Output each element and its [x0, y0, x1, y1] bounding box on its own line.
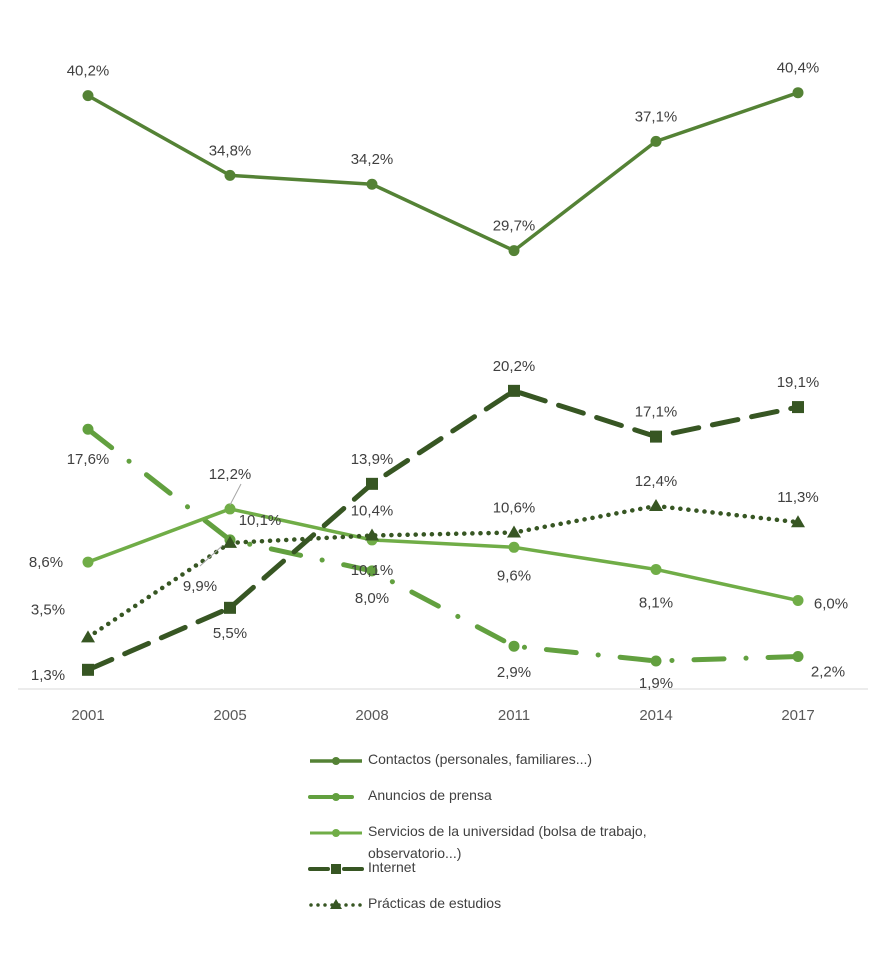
data-point[interactable] — [791, 515, 805, 528]
data-label: 17,6% — [67, 451, 110, 468]
series-line-1 — [85, 426, 801, 664]
data-point[interactable] — [224, 503, 236, 515]
data-point[interactable] — [649, 498, 663, 511]
data-label: 6,0% — [814, 595, 848, 612]
data-label: 40,2% — [67, 63, 110, 80]
data-label: 2,9% — [497, 664, 531, 681]
data-point[interactable] — [792, 594, 804, 606]
data-point[interactable] — [650, 655, 662, 667]
data-label: 5,5% — [213, 625, 247, 642]
data-point[interactable] — [82, 556, 94, 568]
data-point[interactable] — [650, 563, 662, 575]
data-point[interactable] — [365, 528, 379, 541]
data-point[interactable] — [223, 535, 237, 548]
series-layer — [81, 87, 805, 676]
data-label: 12,4% — [635, 473, 678, 490]
x-tick-label: 2008 — [355, 707, 388, 724]
legend-item-practicas[interactable]: Prácticas de estudios — [308, 892, 868, 928]
data-point[interactable] — [508, 541, 520, 553]
legend-item-servicios[interactable]: Servicios de la universidad (bolsa de tr… — [308, 820, 868, 861]
data-point[interactable] — [82, 423, 94, 435]
legend-label: Prácticas de estudios — [368, 895, 502, 911]
data-point[interactable] — [508, 640, 520, 652]
data-label: 19,1% — [777, 374, 820, 391]
data-label: 3,5% — [31, 601, 65, 618]
data-label: 34,2% — [351, 151, 394, 168]
data-point[interactable] — [792, 651, 804, 663]
data-label: 29,7% — [493, 218, 536, 235]
data-point[interactable] — [81, 630, 95, 643]
series-line-4 — [85, 503, 801, 640]
data-point[interactable] — [82, 90, 94, 102]
data-label: 1,3% — [31, 667, 65, 684]
data-point[interactable] — [507, 525, 521, 538]
data-label: 13,9% — [351, 451, 394, 468]
data-label: 20,2% — [493, 358, 536, 375]
legend-label: Servicios de la universidad (bolsa de tr… — [368, 823, 647, 861]
x-tick-label: 2014 — [639, 707, 672, 724]
data-point[interactable] — [82, 663, 94, 676]
x-tick-label: 2017 — [781, 707, 814, 724]
legend-label: Contactos (personales, familiares...) — [368, 751, 593, 767]
line-chart: 2001 2005 2008 2011 2014 2017 40,2% 34,8% 34,2%… — [18, 60, 868, 724]
x-axis-ticks: 2001 2005 2008 2011 2014 2017 — [71, 707, 814, 724]
data-point[interactable] — [366, 477, 378, 490]
leader-line — [199, 545, 223, 567]
legend-symbol-solid-circle-icon — [310, 829, 362, 837]
data-label: 8,6% — [29, 554, 63, 571]
data-point[interactable] — [792, 87, 804, 99]
data-point[interactable] — [366, 565, 378, 577]
data-label: 1,9% — [639, 675, 673, 692]
data-label: 37,1% — [635, 108, 678, 125]
data-point[interactable] — [650, 135, 662, 147]
data-point[interactable] — [224, 601, 236, 614]
data-labels: 40,2% 34,8% 34,2% 29,7% 37,1% 40,4% 17,6% 10,1%… — [29, 60, 848, 692]
data-label: 8,1% — [639, 594, 673, 611]
data-label: 9,6% — [497, 567, 531, 584]
data-point[interactable] — [366, 178, 378, 190]
legend-item-contactos[interactable]: Contactos (personales, familiares...) — [308, 748, 868, 784]
legend-symbol-dash-square-icon — [308, 864, 364, 874]
data-label: 17,1% — [635, 404, 678, 421]
data-label: 12,2% — [209, 466, 252, 483]
x-tick-label: 2001 — [71, 707, 104, 724]
data-label: 2,2% — [811, 664, 845, 681]
data-point[interactable] — [650, 430, 662, 443]
data-label: 9,9% — [183, 578, 217, 595]
legend-item-anuncios[interactable]: Anuncios de prensa — [308, 784, 868, 820]
data-point[interactable] — [508, 384, 520, 397]
data-label: 10,1% — [239, 512, 282, 529]
data-label: 34,8% — [209, 142, 252, 159]
legend: Contactos (personales, familiares...) An… — [308, 748, 868, 928]
data-point[interactable] — [792, 401, 804, 414]
legend-label: Anuncios de prensa — [368, 787, 492, 803]
series-line-0 — [86, 90, 800, 253]
legend-symbol-dot-triangle-icon — [309, 899, 364, 909]
legend-symbol-solid-circle-icon — [310, 757, 362, 765]
series-line-3 — [85, 388, 801, 673]
legend-label: Internet — [368, 859, 416, 875]
data-label: 40,4% — [777, 60, 820, 77]
data-label: 8,0% — [355, 590, 389, 607]
data-label: 10,6% — [493, 500, 536, 517]
legend-item-internet[interactable]: Internet — [308, 856, 868, 892]
leader-line — [229, 483, 242, 506]
data-point[interactable] — [508, 245, 520, 257]
x-tick-label: 2005 — [213, 707, 246, 724]
legend-symbol-dash-dot-circle-icon — [308, 793, 354, 801]
data-label: 11,3% — [777, 489, 818, 506]
data-label: 10,4% — [351, 502, 394, 519]
data-point[interactable] — [224, 169, 236, 181]
data-label: 10,1% — [351, 562, 394, 579]
x-tick-label: 2011 — [498, 707, 530, 724]
series-line-2 — [86, 507, 800, 603]
